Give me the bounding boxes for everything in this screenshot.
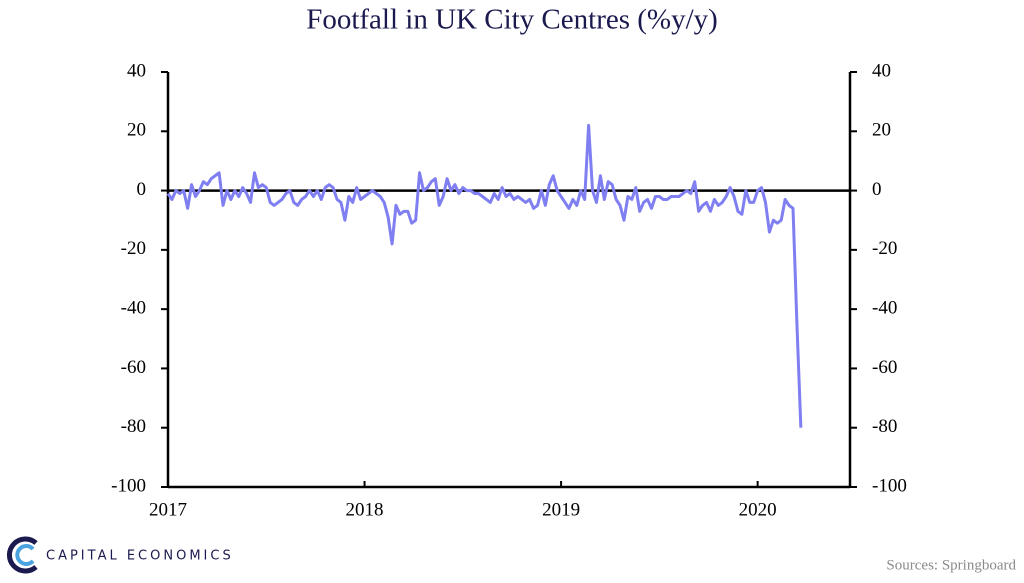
y-tick-label: -60 bbox=[121, 357, 146, 378]
y2-tick-label: -100 bbox=[872, 475, 907, 496]
y2-tick-label: 20 bbox=[872, 120, 891, 141]
y-tick-label: -80 bbox=[121, 416, 146, 437]
y2-tick-label: -20 bbox=[872, 238, 897, 259]
y-tick-label: -100 bbox=[111, 475, 146, 496]
brand: CAPITAL ECONOMICS bbox=[46, 549, 234, 564]
x-tick-label: 2018 bbox=[346, 499, 384, 520]
y-tick-label: 40 bbox=[127, 60, 146, 81]
x-tick-label: 2020 bbox=[739, 499, 777, 520]
logo bbox=[6, 536, 38, 574]
y2-tick-label: -60 bbox=[872, 357, 897, 378]
y2-tick-label: -80 bbox=[872, 416, 897, 437]
source: Sources: Springboard bbox=[886, 557, 1016, 573]
x-tick-label: 2017 bbox=[149, 499, 187, 520]
y2-tick-label: -40 bbox=[872, 298, 897, 319]
y-tick-label: -40 bbox=[121, 298, 146, 319]
y2-tick-label: 0 bbox=[872, 179, 882, 200]
y2-tick-label: 40 bbox=[872, 60, 891, 81]
chart-title: Footfall in UK City Centres (%y/y) bbox=[306, 4, 718, 36]
series-line bbox=[166, 123, 803, 428]
y-tick-label: -20 bbox=[121, 238, 146, 259]
x-tick-label: 2019 bbox=[542, 499, 580, 520]
y-tick-label: 0 bbox=[137, 179, 147, 200]
y-tick-label: 20 bbox=[127, 120, 146, 141]
